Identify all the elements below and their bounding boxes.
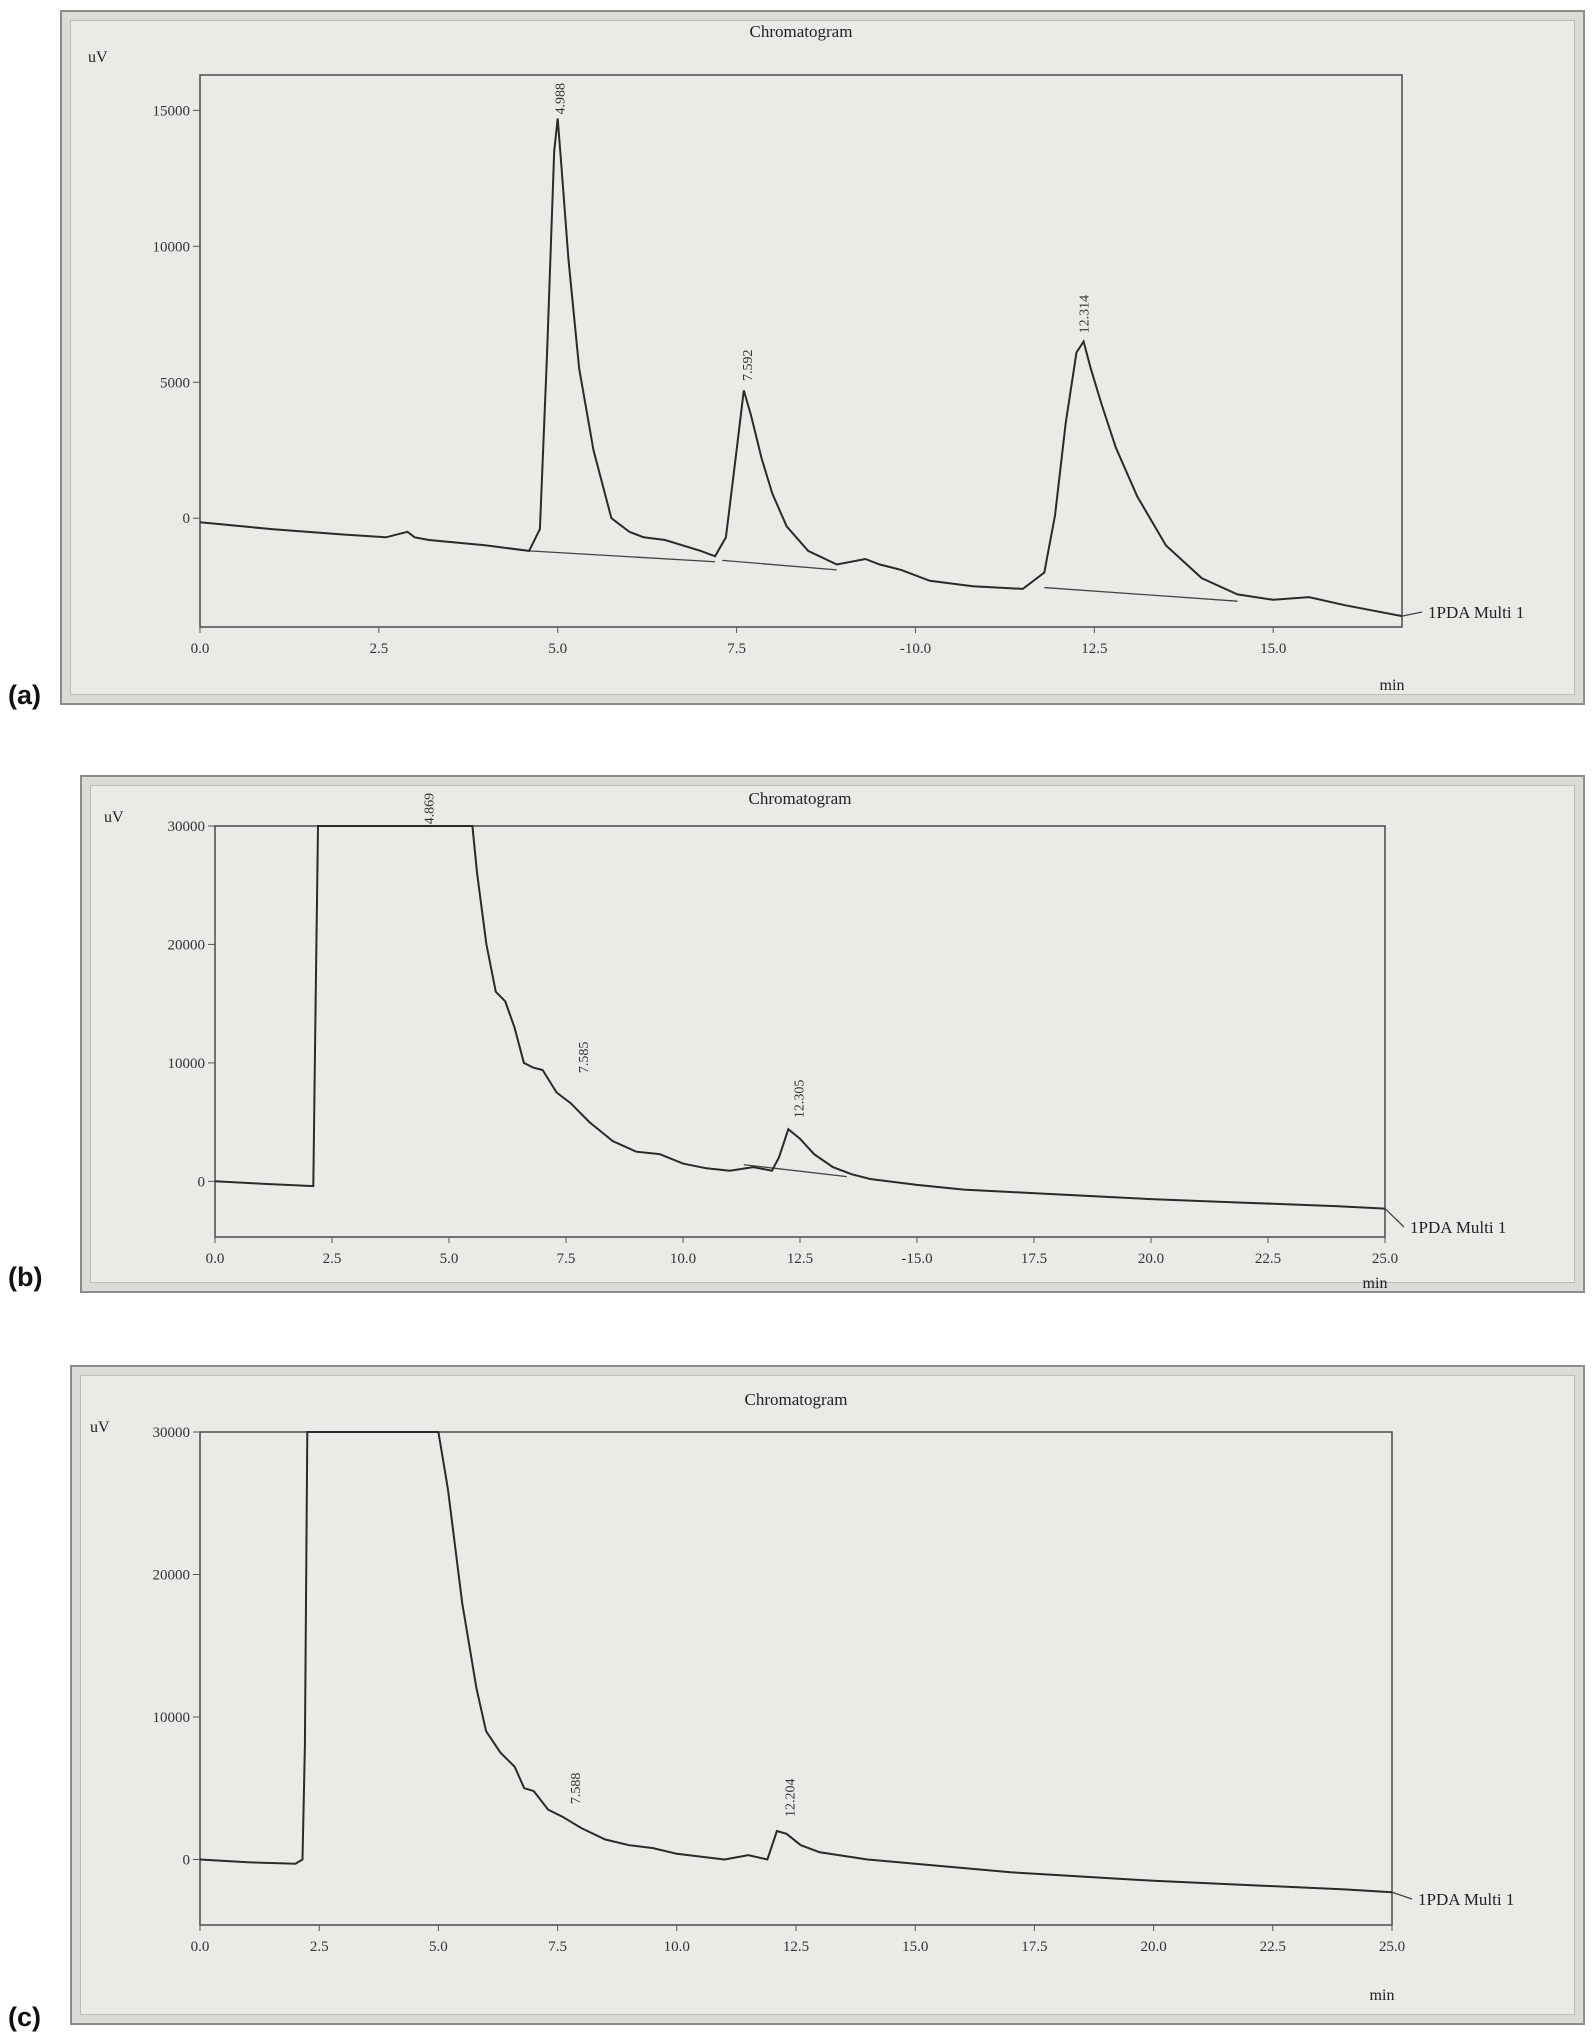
chart-panel-a [60, 10, 1585, 705]
x-tick-label: 2.5 [310, 1939, 329, 1955]
x-axis-unit: min [1363, 1275, 1388, 1292]
x-tick-label: 25.0 [1379, 1939, 1405, 1955]
chart-panel-a-inner [70, 20, 1575, 695]
y-tick-label: 15000 [153, 103, 191, 119]
panel-letter-b: (b) [8, 1262, 43, 1292]
legend-connector [1391, 1891, 1413, 1900]
x-axis-unit: min [1380, 677, 1405, 694]
panel-letter-c: (c) [8, 2002, 41, 2032]
x-axis-unit: min [1370, 1987, 1395, 2004]
plot-frame [199, 74, 1403, 628]
x-tick-label: 7.5 [557, 1251, 576, 1267]
x-tick-label: 10.0 [670, 1251, 696, 1267]
peak-retention-label: 12.305 [792, 1080, 807, 1119]
chart-title: Chromatogram [750, 22, 853, 41]
peak-retention-label: 7.588 [569, 1773, 584, 1805]
panel-letter-a: (a) [8, 680, 41, 710]
y-axis-unit: uV [104, 809, 124, 826]
legend-label: 1PDA Multi 1 [1410, 1218, 1506, 1237]
x-tick-label: 17.5 [1021, 1251, 1047, 1267]
chart-panel-c [70, 1365, 1585, 2025]
legend-connector [1384, 1208, 1405, 1228]
chart-title: Chromatogram [749, 789, 852, 808]
x-tick-label: 20.0 [1140, 1939, 1166, 1955]
legend-connector [1401, 611, 1423, 617]
chart-panel-c-inner [80, 1375, 1575, 2015]
x-tick-label: 0.0 [206, 1251, 225, 1267]
y-tick-label: 20000 [153, 1567, 191, 1583]
integration-baseline [529, 550, 716, 563]
y-tick-label: 0 [198, 1174, 206, 1190]
x-tick-label: 2.5 [323, 1251, 342, 1267]
x-tick-label: 5.0 [429, 1939, 448, 1955]
y-tick-label: 0 [183, 511, 191, 527]
y-tick-label: 20000 [168, 937, 206, 953]
peak-retention-label: 4.988 [553, 83, 568, 115]
x-tick-label: 2.5 [369, 641, 388, 657]
x-tick-label: -10.0 [900, 641, 931, 657]
legend-label: 1PDA Multi 1 [1428, 603, 1524, 622]
y-tick-label: 30000 [168, 819, 206, 835]
y-tick-label: 10000 [168, 1056, 206, 1072]
legend-label: 1PDA Multi 1 [1418, 1890, 1514, 1909]
x-tick-label: 22.5 [1255, 1251, 1281, 1267]
peak-retention-label: 7.585 [577, 1042, 592, 1074]
x-tick-label: 12.5 [787, 1251, 813, 1267]
x-tick-label: 12.5 [783, 1939, 809, 1955]
peak-retention-label: 7.592 [741, 349, 756, 381]
y-tick-label: 5000 [160, 375, 190, 391]
x-tick-label: 5.0 [548, 641, 567, 657]
y-axis-unit: uV [90, 1419, 110, 1436]
x-tick-label: 15.0 [902, 1939, 928, 1955]
integration-baseline [743, 1164, 847, 1178]
peak-retention-label: 4.869 [423, 793, 438, 825]
y-tick-label: 10000 [153, 239, 191, 255]
x-tick-label: 0.0 [191, 1939, 210, 1955]
chart-panel-b-inner [90, 785, 1575, 1283]
integration-baseline [1044, 586, 1238, 602]
x-tick-label: 10.0 [664, 1939, 690, 1955]
peak-retention-label: 12.314 [1078, 295, 1093, 334]
y-axis-unit: uV [88, 49, 108, 66]
integration-baseline [722, 559, 837, 571]
x-tick-label: -15.0 [901, 1251, 932, 1267]
x-tick-label: 0.0 [191, 641, 210, 657]
x-tick-label: 22.5 [1260, 1939, 1286, 1955]
y-tick-label: 0 [183, 1852, 191, 1868]
x-tick-label: 7.5 [727, 641, 746, 657]
x-tick-label: 15.0 [1260, 641, 1286, 657]
chromatogram-trace [199, 118, 1403, 618]
chromatogram-trace [199, 1431, 1393, 1894]
peak-retention-label: 12.204 [783, 1778, 798, 1817]
x-tick-label: 12.5 [1081, 641, 1107, 657]
x-tick-label: 17.5 [1021, 1939, 1047, 1955]
chromatogram-trace [214, 825, 1386, 1210]
plot-frame [199, 1431, 1393, 1926]
x-tick-label: 7.5 [548, 1939, 567, 1955]
chart-title: Chromatogram [745, 1390, 848, 1409]
x-tick-label: 25.0 [1372, 1251, 1398, 1267]
y-tick-label: 10000 [153, 1710, 191, 1726]
x-tick-label: 5.0 [440, 1251, 459, 1267]
x-tick-label: 20.0 [1138, 1251, 1164, 1267]
y-tick-label: 30000 [153, 1425, 191, 1441]
